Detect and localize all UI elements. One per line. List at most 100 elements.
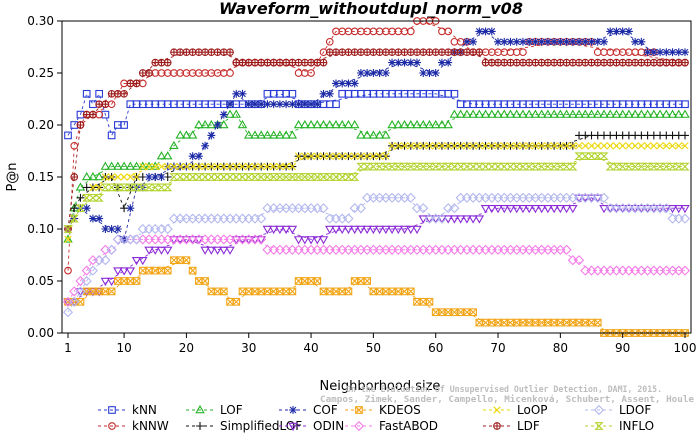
point-inflo-90 [618, 162, 628, 171]
point-inflo-5 [88, 193, 98, 202]
point-ldf-68 [481, 58, 490, 67]
point-cof-79 [550, 37, 559, 46]
point-kdeos-18 [170, 256, 178, 265]
point-odin-36 [281, 225, 291, 235]
point-ldf-67 [475, 48, 484, 57]
point-inflo-6 [94, 193, 104, 202]
point-loop-26 [220, 162, 228, 171]
legend-item-knn: kNN [98, 403, 157, 417]
point-loop-87 [600, 142, 608, 150]
point-inflo-50 [368, 162, 379, 171]
point-odin-76 [530, 205, 541, 214]
point-lof-19 [175, 130, 185, 139]
point-loop-63 [450, 142, 459, 150]
point-fastabod-34 [268, 244, 279, 255]
point-kdeos-68 [481, 318, 490, 327]
point-odin-79 [549, 205, 559, 214]
point-lof-79 [549, 109, 559, 118]
series-line-odin [67, 197, 685, 303]
point-inflo-72 [505, 162, 516, 171]
point-ldf-74 [519, 58, 527, 67]
point-kdeos-29 [238, 287, 247, 296]
point-loop-88 [606, 142, 614, 150]
point-kdeos-17 [163, 266, 172, 275]
point-kdeos-49 [363, 277, 372, 285]
point-loop-49 [363, 152, 371, 160]
point-inflo-14 [144, 183, 154, 192]
point-lof-78 [543, 109, 553, 118]
point-cof-36 [282, 100, 291, 109]
point-cof-28 [232, 89, 241, 98]
point-inflo-55 [399, 162, 410, 171]
series-knnw [64, 17, 689, 275]
point-ldof-4 [81, 275, 92, 287]
point-knnw-6 [95, 110, 104, 119]
legend-item-cof: COF [279, 403, 338, 417]
y-tick-label-1: 0.05 [27, 274, 54, 288]
point-lof-65 [462, 109, 472, 118]
point-odin-66 [468, 215, 478, 224]
point-cof-22 [194, 152, 203, 161]
point-odin-72 [505, 205, 516, 214]
point-loop-93 [637, 142, 646, 150]
point-odin-27 [225, 246, 235, 255]
point-knnw-89 [612, 48, 621, 57]
point-kdeos-24 [207, 287, 216, 296]
point-cof-32 [257, 100, 266, 109]
point-lof-24 [206, 119, 217, 129]
point-inflo-10 [119, 183, 129, 192]
point-loop-74 [519, 142, 527, 150]
legend-label-cof: COF [313, 403, 338, 417]
point-cof-88 [606, 27, 615, 36]
point-lof-74 [518, 109, 528, 118]
point-loop-6 [95, 183, 103, 192]
point-cof-89 [612, 27, 621, 36]
point-ldof-15 [150, 223, 161, 235]
point-lof-77 [536, 109, 547, 118]
point-cof-77 [537, 37, 546, 46]
point-inflo-67 [474, 162, 484, 171]
point-knn-8 [107, 131, 116, 140]
point-ldf-3 [76, 121, 85, 129]
point-inflo-54 [393, 162, 403, 171]
point-lof-35 [275, 130, 285, 139]
point-ldf-79 [550, 58, 558, 67]
point-loop-13 [139, 162, 147, 171]
point-lof-76 [530, 109, 541, 118]
point-cof-29 [238, 89, 247, 98]
point-ldf-99 [674, 58, 683, 67]
point-lof-91 [624, 109, 634, 118]
legend-label-kdeos: KDEOS [379, 403, 421, 417]
legend-item-fastabod: FastABOD [345, 419, 438, 433]
point-lof-29 [237, 119, 248, 129]
point-cof-55 [400, 58, 409, 67]
point-kdeos-66 [469, 308, 477, 317]
point-knnw-91 [625, 48, 633, 57]
point-kdeos-54 [394, 287, 403, 296]
point-kdeos-85 [587, 318, 596, 327]
point-loop-22 [195, 162, 203, 171]
point-loop-32 [257, 162, 265, 171]
point-loop-89 [612, 142, 621, 150]
point-cof-62 [444, 58, 453, 67]
point-kdeos-53 [388, 287, 396, 296]
point-odin-56 [406, 225, 416, 235]
series-simplifiedlof [64, 131, 689, 233]
point-loop-44 [332, 152, 340, 160]
point-ldf-64 [456, 48, 465, 57]
point-cof-50 [369, 69, 378, 77]
point-inflo-41 [312, 173, 322, 181]
point-inflo-11 [125, 183, 135, 192]
point-cof-40 [307, 100, 316, 109]
y-tick-label-0: 0.00 [27, 326, 54, 340]
point-odin-17 [162, 246, 173, 255]
point-inflo-8 [106, 183, 117, 192]
point-loop-27 [226, 162, 234, 171]
point-kdeos-11 [126, 277, 135, 285]
point-cof-41 [313, 100, 322, 109]
point-odin-82 [568, 205, 578, 214]
point-ldf-69 [487, 58, 496, 67]
x-tick-label-6: 60 [428, 341, 443, 355]
point-lof-42 [318, 119, 329, 129]
series-line-fastabod [67, 238, 685, 303]
